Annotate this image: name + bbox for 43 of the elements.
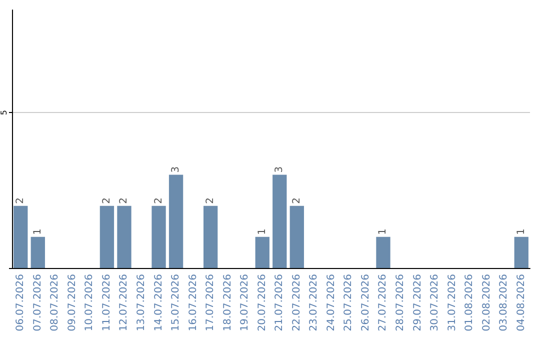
data-label: 2 — [205, 197, 216, 204]
x-tick-label: 02.08.2026 — [481, 274, 492, 332]
x-tick-label: 07.07.2026 — [32, 274, 44, 332]
data-label: 2 — [15, 197, 26, 204]
x-tick-label: 11.07.2026 — [101, 274, 112, 332]
x-tick-label: 18.07.2026 — [222, 274, 234, 332]
x-tick-label: 20.07.2026 — [256, 274, 268, 332]
x-tick-label: 30.07.2026 — [430, 274, 441, 332]
x-tick-label: 24.07.2026 — [326, 274, 337, 332]
x-tick-label: 28.07.2026 — [395, 274, 406, 332]
x-tick-label: 15.07.2026 — [170, 274, 182, 332]
x-tick-label: 14.07.2026 — [153, 274, 164, 332]
x-tick-label: 22.07.2026 — [291, 274, 302, 332]
x-tick-label: 09.07.2026 — [66, 274, 78, 332]
x-tick-label: 17.07.2026 — [205, 274, 216, 332]
x-tick-label: 27.07.2026 — [378, 274, 389, 332]
x-tick-label: 01.08.2026 — [464, 274, 476, 332]
x-tick-label: 03.08.2026 — [498, 274, 510, 332]
x-tick-label: 08.07.2026 — [50, 274, 61, 332]
data-label: 3 — [274, 166, 286, 173]
x-tick-label: 06.07.2026 — [15, 274, 26, 332]
x-tick-label: 04.08.2026 — [516, 274, 527, 332]
data-label: 2 — [118, 197, 130, 204]
data-label: 1 — [516, 228, 527, 235]
x-tick-label: 25.07.2026 — [343, 274, 354, 332]
data-label: 1 — [378, 228, 389, 235]
x-tick-label: 31.07.2026 — [446, 274, 458, 332]
x-tick-label: 19.07.2026 — [240, 274, 251, 332]
data-label: 1 — [256, 228, 268, 235]
y-tick-label: 5 — [0, 110, 8, 116]
x-tick-label: 26.07.2026 — [360, 274, 372, 332]
x-tick-label: 12.07.2026 — [118, 274, 130, 332]
x-tick-label: 21.07.2026 — [274, 274, 286, 332]
data-label: 2 — [101, 197, 112, 204]
x-tick-label: 10.07.2026 — [84, 274, 96, 332]
x-tick-label: 29.07.2026 — [412, 274, 424, 332]
x-tick-label: 13.07.2026 — [136, 274, 147, 332]
x-tick-label: 16.07.2026 — [188, 274, 199, 332]
data-label: 1 — [32, 228, 44, 235]
x-tick-label: 23.07.2026 — [308, 274, 320, 332]
data-label: 3 — [170, 166, 182, 173]
data-label: 2 — [291, 197, 302, 204]
data-label: 2 — [153, 197, 164, 204]
